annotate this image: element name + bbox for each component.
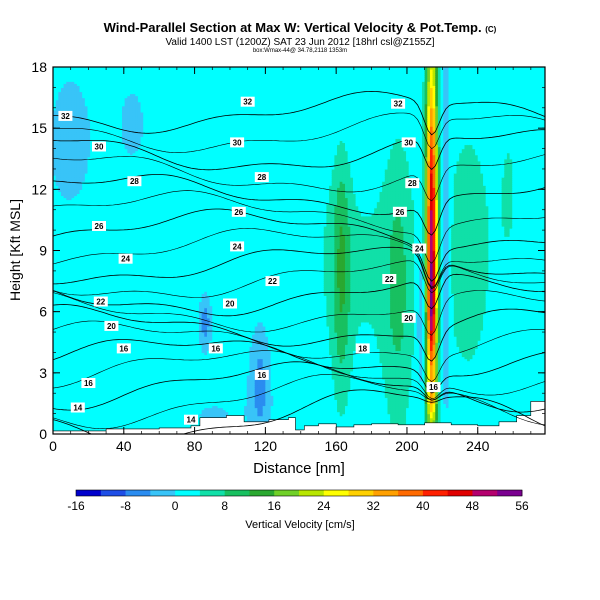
cross-section-chart: 14141616 161616182020202222 222424 242626 26… bbox=[0, 0, 600, 600]
